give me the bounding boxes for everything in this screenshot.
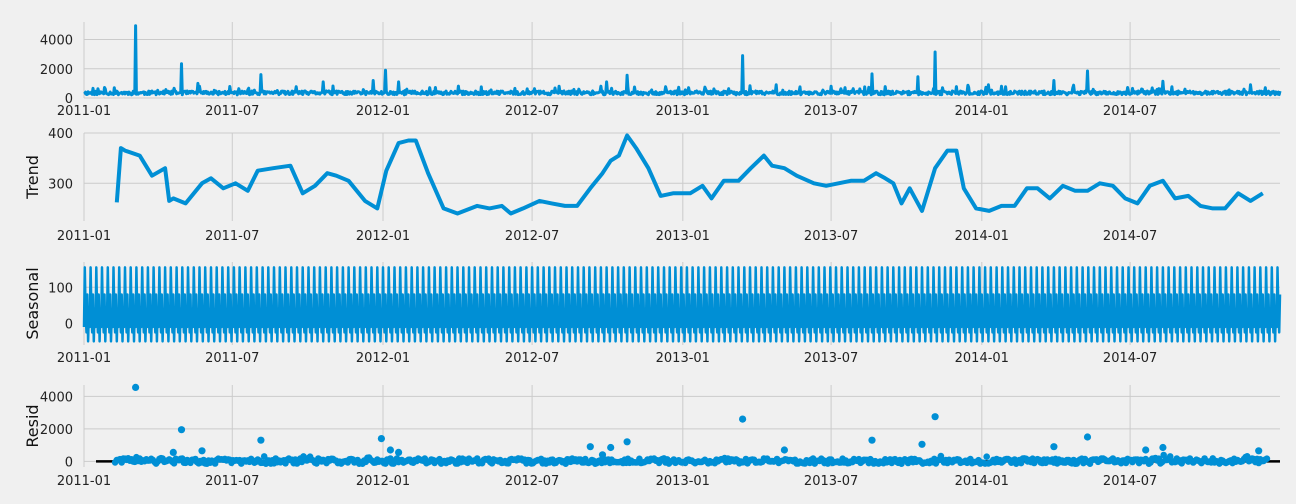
x-tick-label: 2014-01 (955, 474, 1009, 489)
resid-outlier-point (623, 438, 631, 446)
x-tick-label: 2013-01 (656, 474, 710, 489)
resid-outlier-point (198, 447, 206, 455)
x-tick-label: 2011-01 (57, 229, 111, 244)
resid-outlier-point (1255, 447, 1263, 455)
x-tick-label: 2014-07 (1103, 104, 1157, 119)
observed-series-line (83, 24, 1282, 97)
x-tick-label: 2012-01 (356, 104, 410, 119)
x-tick-label: 2012-07 (505, 351, 559, 366)
y-tick-label: 0 (65, 92, 73, 107)
y-tick-label: 0 (65, 317, 73, 332)
x-tick-label: 2011-07 (205, 229, 259, 244)
resid-outlier-point (598, 451, 607, 459)
x-tick-label: 2013-07 (804, 474, 858, 489)
x-tick-label: 2012-01 (356, 229, 410, 244)
resid-panel: 2011-01 2011-07 2012-01 2012-07 2013-01 2013-… (23, 383, 1280, 489)
resid-outlier-point (780, 446, 789, 454)
resid-outlier-point (169, 448, 177, 456)
x-tick-label: 2014-07 (1103, 474, 1157, 489)
resid-outlier-point (868, 436, 876, 444)
resid-point (1166, 453, 1174, 460)
x-tick-label: 2013-01 (656, 104, 710, 119)
resid-point (1160, 451, 1167, 459)
resid-outlier-point (177, 426, 186, 434)
x-tick-label: 2014-01 (955, 229, 1009, 244)
x-tick-label: 2012-07 (505, 229, 559, 244)
trend-panel: 2011-01 2011-07 2012-01 2012-07 2013-01 2013-… (23, 127, 1280, 244)
x-tick-label: 2011-07 (205, 104, 259, 119)
x-tick-label: 2011-01 (57, 104, 111, 119)
resid-outlier-point (386, 446, 394, 454)
y-axis-label: Resid (23, 404, 42, 447)
y-tick-label: 2000 (40, 63, 73, 78)
x-tick-label: 2014-07 (1103, 229, 1157, 244)
seasonal-panel: 2011-01 2011-07 2012-01 2012-07 2013-01 2013-… (23, 262, 1282, 366)
seasonal-series-line (82, 266, 1282, 343)
x-tick-label: 2012-07 (505, 474, 559, 489)
x-tick-label: 2013-01 (656, 229, 710, 244)
y-tick-label: 4000 (40, 34, 73, 49)
y-tick-label: 2000 (40, 423, 73, 438)
x-tick-label: 2013-07 (804, 104, 858, 119)
x-tick-label: 2013-07 (804, 351, 858, 366)
x-tick-label: 2011-07 (205, 351, 259, 366)
y-tick-label: 4000 (40, 390, 73, 405)
y-axis-label: Trend (23, 155, 42, 200)
resid-outlier-point (257, 436, 265, 444)
resid-outlier-point (607, 443, 615, 452)
x-tick-label: 2014-07 (1103, 351, 1157, 366)
resid-outlier-point (739, 415, 747, 423)
x-tick-label: 2013-01 (656, 351, 710, 366)
x-tick-label: 2014-01 (955, 351, 1009, 366)
x-tick-label: 2013-07 (804, 229, 858, 244)
x-tick-label: 2011-01 (57, 474, 111, 489)
x-tick-label: 2011-01 (57, 351, 111, 366)
resid-outlier-point (1050, 443, 1058, 451)
resid-outlier-point (918, 440, 926, 448)
y-tick-label: 400 (48, 127, 73, 142)
resid-outlier-point (931, 413, 939, 421)
resid-outlier-point (1142, 446, 1150, 454)
trend-series-line (114, 133, 1264, 216)
resid-outlier-point (395, 448, 403, 456)
resid-outlier-point (1159, 443, 1167, 452)
x-tick-label: 2012-07 (505, 104, 559, 119)
y-tick-label: 300 (48, 177, 73, 192)
resid-point (1263, 455, 1271, 463)
resid-outlier-point (586, 443, 594, 451)
x-tick-label: 2011-07 (205, 474, 259, 489)
x-tick-label: 2012-01 (356, 351, 410, 366)
resid-outlier-point (132, 383, 140, 391)
x-tick-label: 2014-01 (955, 104, 1009, 119)
resid-outlier-point (377, 435, 385, 443)
y-tick-label: 100 (48, 281, 73, 296)
resid-outlier-point (1083, 433, 1092, 441)
y-axis-label: Seasonal (23, 267, 42, 339)
observed-panel: 2011-01 2011-07 2012-01 2012-07 2013-01 2013-… (40, 22, 1282, 119)
resid-point (983, 453, 990, 461)
y-tick-label: 0 (65, 455, 73, 470)
x-tick-label: 2012-01 (356, 474, 410, 489)
